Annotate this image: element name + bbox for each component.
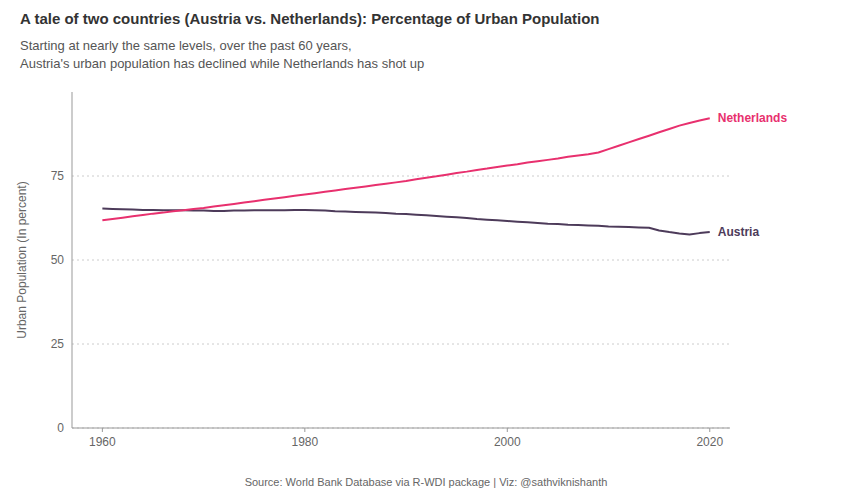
axes: 0 25 50 75 1960 1980 2000 2020	[51, 92, 730, 449]
series-label: Netherlands	[718, 111, 788, 125]
grid-line	[72, 428, 730, 429]
subtitle: Starting at nearly the same levels, over…	[20, 38, 352, 53]
x-tick-label: 1980	[291, 435, 318, 449]
x-tick	[304, 428, 305, 432]
subtitle: Austria's urban population has declined …	[20, 56, 424, 71]
y-tick-label: 25	[51, 337, 65, 351]
chart: A tale of two countries (Austria vs. Net…	[0, 0, 852, 496]
x-tick-label: 2020	[696, 435, 723, 449]
x-tick	[102, 428, 103, 432]
y-axis-label: Urban Population (In percent)	[15, 181, 29, 338]
x-tick-label: 2000	[494, 435, 521, 449]
series-line	[102, 118, 709, 220]
title: A tale of two countries (Austria vs. Net…	[20, 10, 600, 27]
x-tick-label: 1960	[89, 435, 116, 449]
x-axis-line	[72, 428, 730, 429]
series-line	[102, 209, 709, 235]
y-tick-label: 0	[57, 421, 64, 435]
grid-line	[72, 176, 730, 177]
x-tick	[709, 428, 710, 432]
y-axis-line	[72, 92, 73, 428]
grid-line	[72, 260, 730, 261]
y-tick-label: 50	[51, 253, 65, 267]
lines	[102, 118, 709, 234]
series-labels: Austria Netherlands	[718, 111, 788, 239]
annotation: Source: World Bank Database via R-WDI pa…	[245, 476, 608, 488]
y-tick-label: 75	[51, 169, 65, 183]
x-tick	[507, 428, 508, 432]
grid	[72, 176, 730, 428]
series-label: Austria	[718, 225, 760, 239]
grid-line	[72, 344, 730, 345]
